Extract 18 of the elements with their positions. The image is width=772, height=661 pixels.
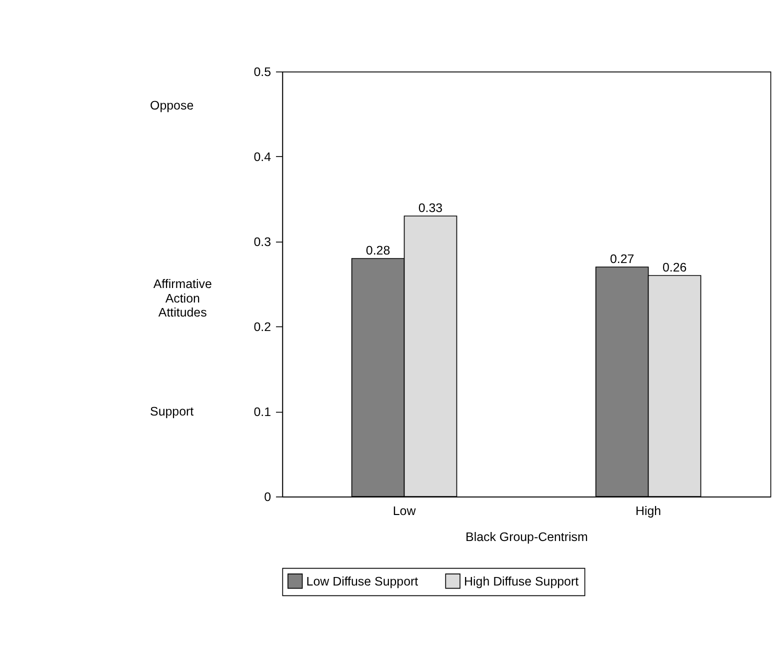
data-label: 0.28 [366, 243, 390, 258]
text: Oppose [150, 98, 194, 113]
text: Support [150, 404, 194, 419]
y-tick-label: 0 [264, 490, 272, 504]
x-tick-label: Low [392, 504, 417, 518]
y-tick-label: 0.3 [254, 235, 272, 250]
data-label: 0.26 [662, 260, 687, 274]
y-tick-label: 0.2 [254, 320, 272, 334]
x-tick-label: High [636, 504, 662, 518]
y-tick-label: 0.4 [254, 150, 272, 164]
x-axis-title: Black Group-Centrism [466, 530, 588, 544]
data-label: 0.33 [418, 200, 443, 215]
data-label: 0.27 [610, 252, 634, 266]
y-axis-title: Affirmative Action Attitudes [153, 277, 212, 320]
legend-label: High Diffuse Support [464, 574, 580, 588]
legend-label: Low Diffuse Support [306, 574, 419, 588]
y-tick-label: 0.5 [254, 65, 272, 80]
y-tick-label: 0.1 [254, 405, 272, 420]
